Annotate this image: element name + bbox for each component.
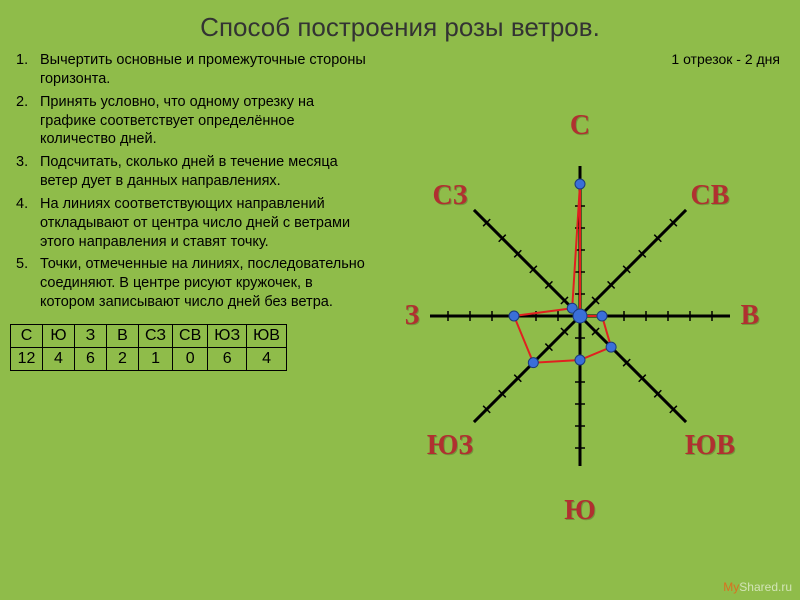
compass-label: ЮВ [685,430,735,462]
table-value-cell: 6 [208,347,247,370]
table-header-cell: С [11,324,43,347]
legend-text: 1 отрезок - 2 дня [671,51,780,67]
wind-rose-diagram: С СВ В ЮВ Ю ЮЗ З СЗ [380,71,780,531]
table-header-cell: З [75,324,107,347]
compass-label: СЗ [433,180,468,212]
compass-label: З [405,300,420,332]
compass-label: ЮЗ [427,430,473,462]
table-value-cell: 4 [247,347,287,370]
table-header-cell: ЮЗ [208,324,247,347]
compass-label: СВ [691,180,730,212]
table-value-cell: 0 [173,347,208,370]
table-header-cell: СВ [173,324,208,347]
step-item: Подсчитать, сколько дней в течение месяц… [10,153,370,191]
step-item: Точки, отмеченные на линиях, последовате… [10,255,370,312]
table-header-cell: СЗ [139,324,173,347]
table-value-cell: 6 [75,347,107,370]
right-column: 1 отрезок - 2 дня ССВВЮВЮЮЗЗСЗ [380,51,790,371]
compass-label: В [741,300,760,332]
table-header-cell: В [107,324,139,347]
step-item: На линиях соответствующих направлений от… [10,195,370,252]
table-value-cell: 4 [43,347,75,370]
table-header-cell: Ю [43,324,75,347]
step-item: Вычертить основные и промежуточные сторо… [10,51,370,89]
table-value-cell: 2 [107,347,139,370]
content-row: Вычертить основные и промежуточные сторо… [0,51,800,371]
page-title: Способ построения розы ветров. [0,0,800,51]
compass-label: Ю [564,495,596,527]
data-table-wrap: СЮЗВСЗСВЮЗЮВ 124621064 [10,324,370,371]
compass-label: С [570,110,590,142]
table-header-cell: ЮВ [247,324,287,347]
step-item: Принять условно, что одному отрезку на г… [10,93,370,150]
data-table: СЮЗВСЗСВЮЗЮВ 124621064 [10,324,287,371]
watermark: MyShared.ru [723,580,792,594]
table-value-cell: 12 [11,347,43,370]
table-value-cell: 1 [139,347,173,370]
steps-list: Вычертить основные и промежуточные сторо… [10,51,370,312]
left-column: Вычертить основные и промежуточные сторо… [10,51,380,371]
